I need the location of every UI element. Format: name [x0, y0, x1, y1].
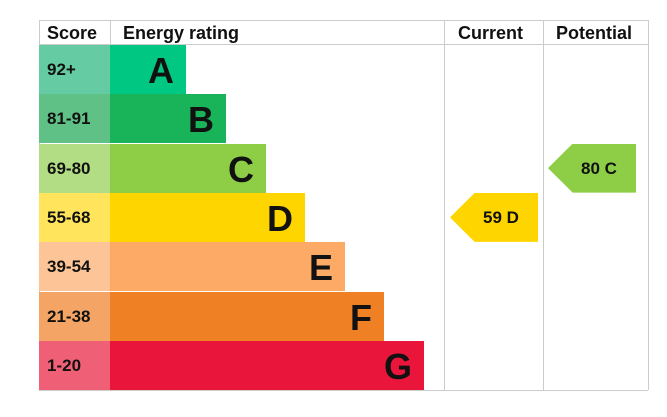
rating-bar-C: C [110, 143, 266, 193]
rating-bar-G: G [110, 340, 424, 390]
top-border [39, 20, 648, 21]
potential-divider [543, 20, 544, 390]
rating-bar-E: E [110, 242, 345, 292]
score-range-B: 81-91 [39, 94, 110, 144]
rating-bar-B: B [110, 94, 226, 144]
score-range-A: 92+ [39, 45, 110, 94]
rating-bar-A: A [110, 45, 186, 94]
score-range-D: 55-68 [39, 192, 110, 242]
header-potential: Potential [556, 23, 633, 43]
rating-bar-D: D [110, 192, 305, 242]
rating-bar-F: F [110, 291, 384, 341]
current-rating-arrow: 59 D [450, 192, 538, 242]
bottom-border [39, 390, 648, 391]
header-border [39, 44, 648, 45]
right-border [648, 20, 649, 390]
current-divider [444, 20, 445, 390]
score-range-E: 39-54 [39, 242, 110, 292]
score-divider [110, 20, 111, 45]
score-range-F: 21-38 [39, 291, 110, 341]
potential-rating-arrow: 80 C [548, 143, 636, 193]
score-range-G: 1-20 [39, 340, 110, 390]
score-range-C: 69-80 [39, 143, 110, 193]
header-score: Score [47, 23, 98, 43]
header-energy-rating: Energy rating [123, 23, 240, 43]
header-current: Current [458, 23, 524, 43]
